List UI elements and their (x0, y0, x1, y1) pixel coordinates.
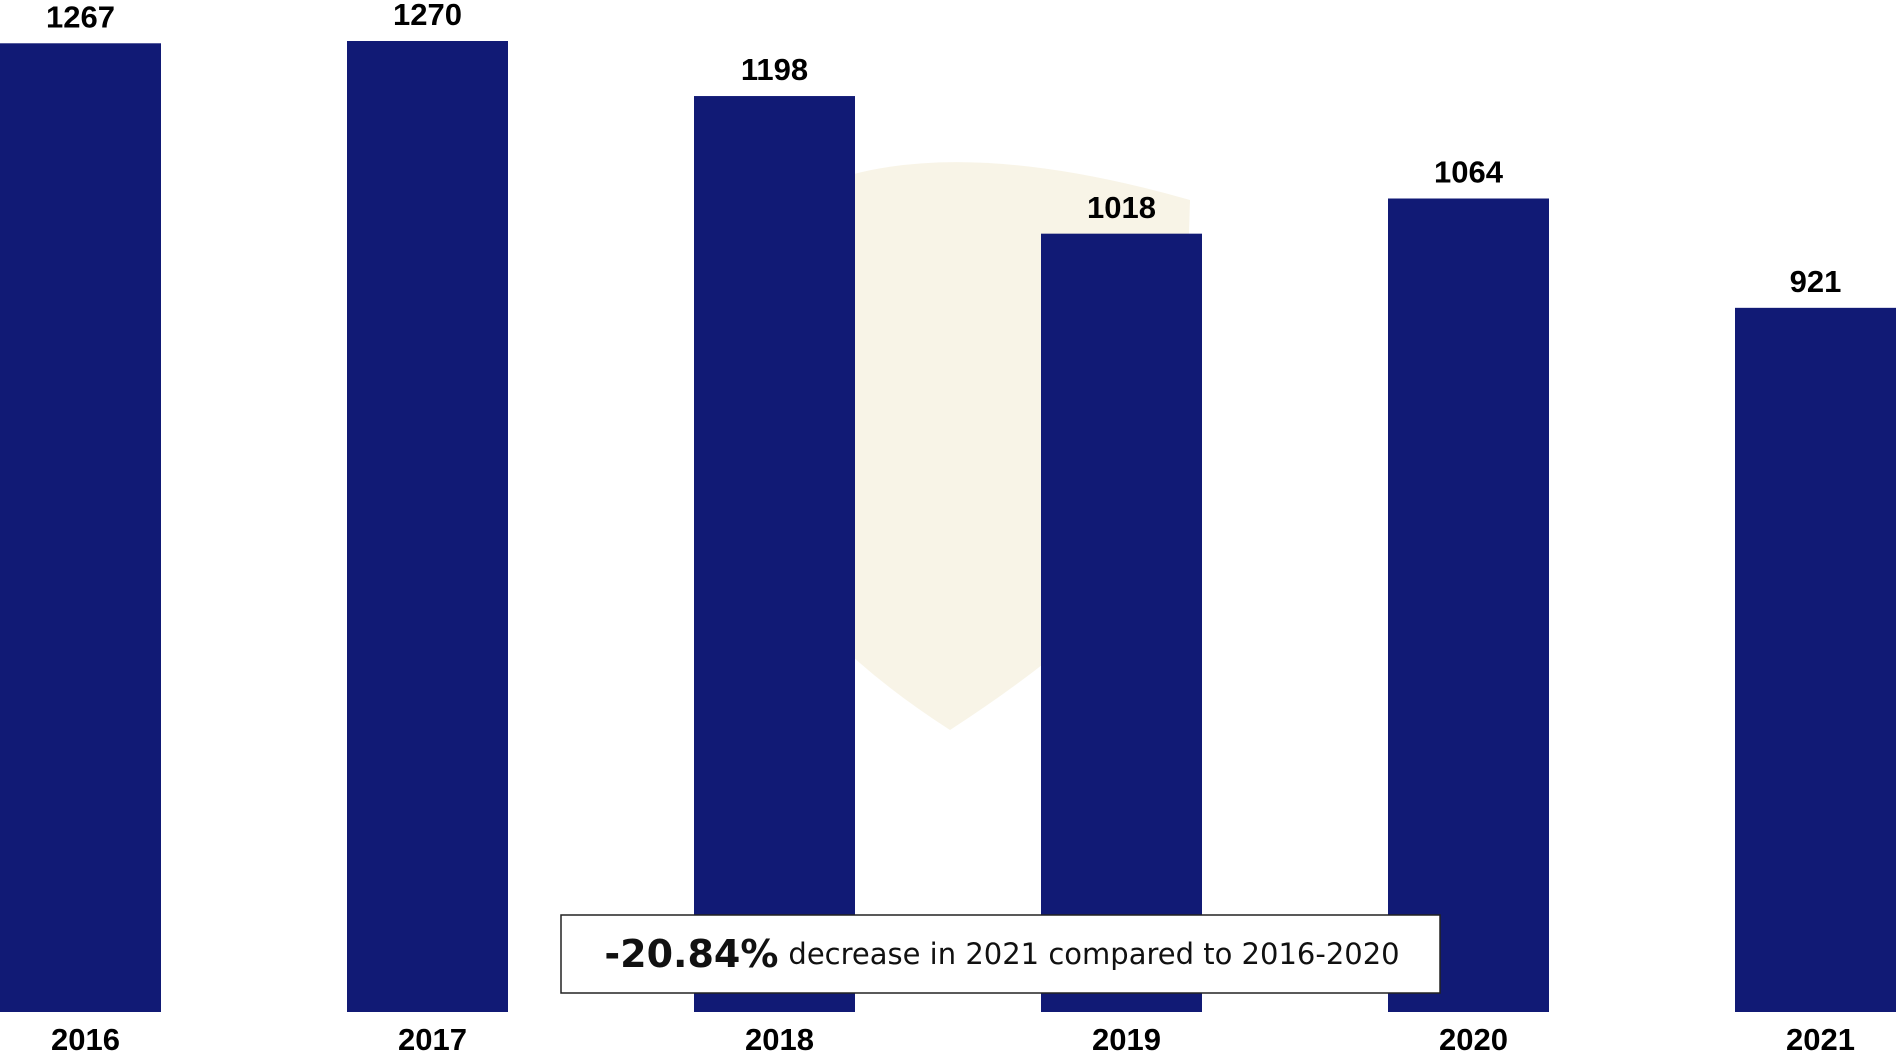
annotation: -20.84% decrease in 2021 compared to 2016… (604, 932, 1399, 976)
x-tick-label: 2021 (1786, 1022, 1855, 1057)
bar (0, 43, 161, 1012)
annotation-text: decrease in 2021 compared to 2016-2020 (788, 937, 1399, 971)
bar (1735, 308, 1896, 1012)
bar (347, 41, 508, 1012)
value-label: 1270 (393, 0, 462, 32)
bar (694, 96, 855, 1012)
value-label: 921 (1790, 264, 1842, 299)
bar (1388, 199, 1549, 1012)
x-tick-label: 2017 (398, 1022, 467, 1057)
value-label: 1267 (46, 0, 115, 34)
annotation-highlight: -20.84% (604, 932, 778, 976)
x-tick-label: 2018 (745, 1022, 814, 1057)
chart: 1267 2016 1270 2017 1198 2018 1018 2019 1064 2020… (0, 0, 1896, 1060)
x-tick-label: 2016 (51, 1022, 120, 1057)
value-label: 1064 (1434, 155, 1504, 190)
x-tick-label: 2019 (1092, 1022, 1161, 1057)
value-label: 1198 (741, 52, 808, 87)
bar (1041, 234, 1202, 1012)
page: 1267 2016 1270 2017 1198 2018 1018 2019 1064 2020… (0, 0, 1896, 1060)
x-tick-label: 2020 (1439, 1022, 1508, 1057)
value-label: 1018 (1087, 190, 1156, 225)
